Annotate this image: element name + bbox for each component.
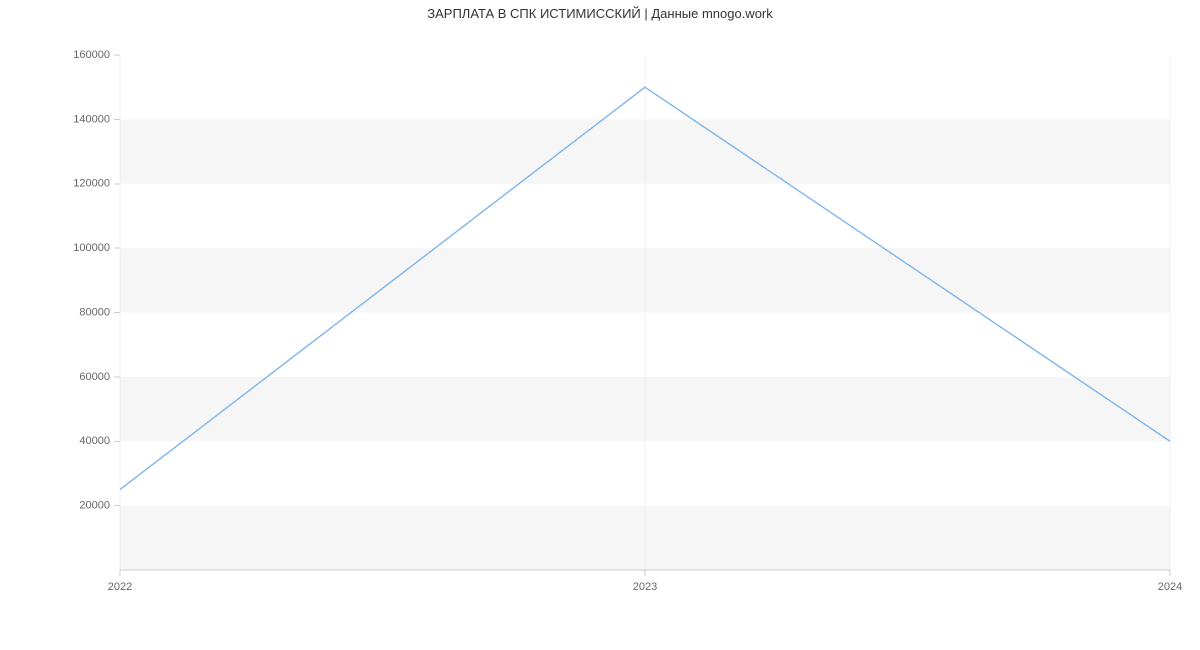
chart-title: ЗАРПЛАТА В СПК ИСТИМИССКИЙ | Данные mnog… <box>0 6 1200 21</box>
x-tick-label: 2023 <box>633 581 657 593</box>
y-tick-label: 120000 <box>73 178 110 190</box>
y-tick-label: 40000 <box>79 435 110 447</box>
y-tick-label: 100000 <box>73 242 110 254</box>
y-tick-label: 160000 <box>73 49 110 61</box>
line-chart: 20000 40000 60000 80000 100000 120000 140000 16… <box>0 0 1200 650</box>
x-tick-label: 2022 <box>108 581 132 593</box>
y-tick-label: 60000 <box>79 371 110 383</box>
y-tick-label: 20000 <box>79 500 110 512</box>
y-tick-label: 140000 <box>73 113 110 125</box>
y-tick-label: 80000 <box>79 306 110 318</box>
x-tick-label: 2024 <box>1158 581 1182 593</box>
